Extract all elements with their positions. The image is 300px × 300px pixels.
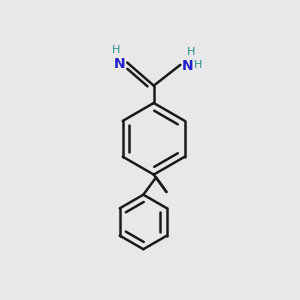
Text: H: H xyxy=(112,45,120,55)
Text: H: H xyxy=(187,47,195,57)
Text: N: N xyxy=(182,59,194,73)
Text: H: H xyxy=(194,60,202,70)
Text: N: N xyxy=(114,57,125,71)
